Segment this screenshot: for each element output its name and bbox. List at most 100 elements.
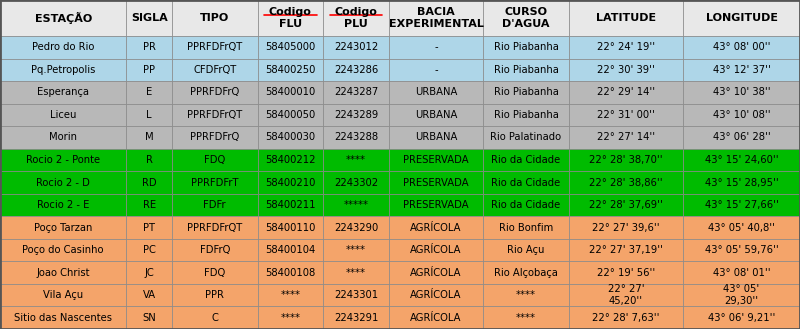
Bar xyxy=(389,0,483,36)
Text: ****: **** xyxy=(346,245,366,255)
Bar xyxy=(483,307,569,329)
Bar xyxy=(323,216,389,239)
Bar xyxy=(569,36,683,59)
Text: 43° 10' 08'': 43° 10' 08'' xyxy=(713,110,770,120)
Bar xyxy=(323,239,389,262)
Bar xyxy=(172,171,258,194)
Text: 43° 12' 37'': 43° 12' 37'' xyxy=(713,65,770,75)
Bar xyxy=(126,216,172,239)
Bar xyxy=(258,59,323,81)
Bar xyxy=(126,59,172,81)
Text: PC: PC xyxy=(142,245,156,255)
Text: 2243288: 2243288 xyxy=(334,133,378,142)
Bar xyxy=(172,284,258,307)
Bar xyxy=(569,149,683,171)
Text: *****: ***** xyxy=(343,200,369,210)
Bar xyxy=(0,239,126,262)
Bar xyxy=(483,171,569,194)
Bar xyxy=(389,171,483,194)
Text: LONGITUDE: LONGITUDE xyxy=(706,13,778,23)
Text: ****: **** xyxy=(346,155,366,165)
Text: 43° 05' 40,8'': 43° 05' 40,8'' xyxy=(708,223,775,233)
Bar xyxy=(483,104,569,126)
Bar xyxy=(323,36,389,59)
Bar xyxy=(683,194,800,216)
Text: ESTAÇÃO: ESTAÇÃO xyxy=(34,12,92,24)
Text: URBANA: URBANA xyxy=(415,110,457,120)
Text: PPRFDFrQ: PPRFDFrQ xyxy=(190,88,239,97)
Text: PPRFDFrQT: PPRFDFrQT xyxy=(187,223,242,233)
Text: Rio da Cidade: Rio da Cidade xyxy=(491,200,561,210)
Text: 58400211: 58400211 xyxy=(265,200,316,210)
Bar xyxy=(323,126,389,149)
Bar xyxy=(569,194,683,216)
Bar xyxy=(0,171,126,194)
Text: 22° 30' 39'': 22° 30' 39'' xyxy=(597,65,655,75)
Text: -: - xyxy=(434,42,438,52)
Bar xyxy=(683,104,800,126)
Text: Rio Alçobaça: Rio Alçobaça xyxy=(494,268,558,278)
Bar xyxy=(569,216,683,239)
Text: Rio Piabanha: Rio Piabanha xyxy=(494,110,558,120)
Text: 22° 31' 00'': 22° 31' 00'' xyxy=(597,110,655,120)
Text: Joao Christ: Joao Christ xyxy=(37,268,90,278)
Bar xyxy=(126,149,172,171)
Bar xyxy=(389,104,483,126)
Bar xyxy=(0,59,126,81)
Bar xyxy=(126,194,172,216)
Text: PPRFDFrQT: PPRFDFrQT xyxy=(187,110,242,120)
Text: 58400210: 58400210 xyxy=(266,178,315,188)
Text: LATITUDE: LATITUDE xyxy=(596,13,656,23)
Text: VA: VA xyxy=(142,290,156,300)
Bar xyxy=(683,0,800,36)
Bar xyxy=(172,36,258,59)
Bar xyxy=(323,262,389,284)
Bar xyxy=(389,307,483,329)
Bar xyxy=(323,0,389,36)
Text: Esperança: Esperança xyxy=(38,88,90,97)
Text: Rio da Cidade: Rio da Cidade xyxy=(491,155,561,165)
Text: 58400104: 58400104 xyxy=(266,245,315,255)
Text: 43° 10' 38'': 43° 10' 38'' xyxy=(713,88,770,97)
Text: 2243290: 2243290 xyxy=(334,223,378,233)
Bar xyxy=(323,307,389,329)
Text: 22° 27' 14'': 22° 27' 14'' xyxy=(597,133,655,142)
Text: 2243287: 2243287 xyxy=(334,88,378,97)
Bar xyxy=(0,216,126,239)
Bar xyxy=(683,171,800,194)
Bar xyxy=(172,126,258,149)
Bar xyxy=(483,149,569,171)
Bar xyxy=(126,104,172,126)
Bar xyxy=(172,81,258,104)
Text: Rio Bonfim: Rio Bonfim xyxy=(499,223,553,233)
Bar xyxy=(569,59,683,81)
Bar xyxy=(683,284,800,307)
Bar xyxy=(126,126,172,149)
Bar xyxy=(683,149,800,171)
Text: R: R xyxy=(146,155,153,165)
Bar xyxy=(0,126,126,149)
Text: URBANA: URBANA xyxy=(415,133,457,142)
Text: 22° 28' 7,63'': 22° 28' 7,63'' xyxy=(592,313,660,323)
Bar xyxy=(389,194,483,216)
Bar xyxy=(126,0,172,36)
Text: 2243012: 2243012 xyxy=(334,42,378,52)
Text: 58400110: 58400110 xyxy=(266,223,315,233)
Text: C: C xyxy=(211,313,218,323)
Bar xyxy=(389,59,483,81)
Text: -: - xyxy=(434,65,438,75)
Text: Rio da Cidade: Rio da Cidade xyxy=(491,178,561,188)
Bar xyxy=(569,104,683,126)
Bar xyxy=(258,126,323,149)
Bar xyxy=(258,239,323,262)
Bar xyxy=(389,36,483,59)
Text: BACIA
EXPERIMENTAL: BACIA EXPERIMENTAL xyxy=(389,7,483,29)
Text: L: L xyxy=(146,110,152,120)
Text: FDFr: FDFr xyxy=(203,200,226,210)
Bar xyxy=(258,81,323,104)
Bar xyxy=(172,104,258,126)
Bar xyxy=(569,307,683,329)
Bar xyxy=(258,149,323,171)
Text: Rocio 2 - Ponte: Rocio 2 - Ponte xyxy=(26,155,100,165)
Text: PPRFDFrT: PPRFDFrT xyxy=(191,178,238,188)
